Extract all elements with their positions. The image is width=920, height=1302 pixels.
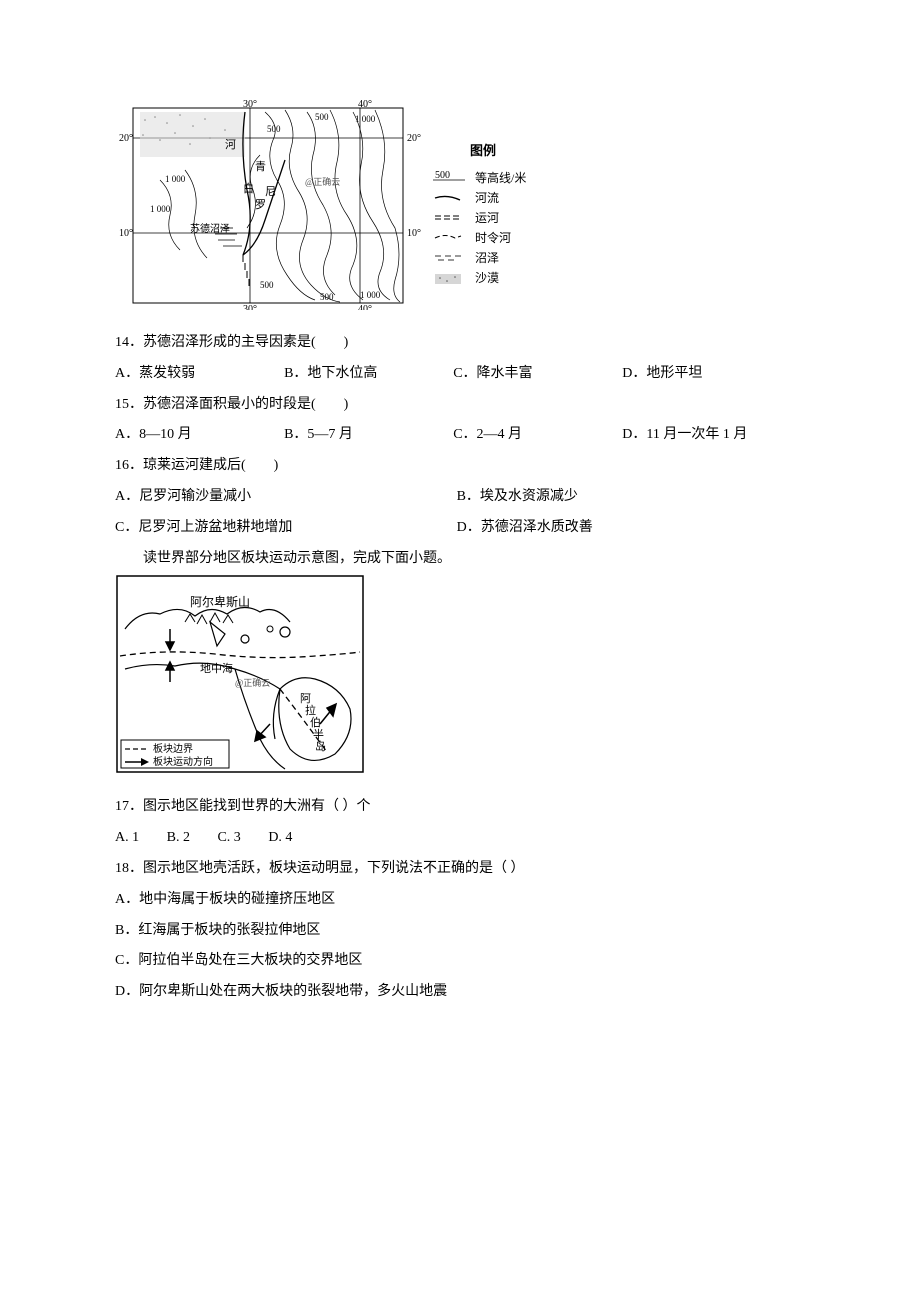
figure-1-svg: 30° 40° 30° 40° 20° 20° 10° 10°: [115, 100, 555, 310]
svg-text:岛: 岛: [315, 739, 326, 753]
svg-text:30°: 30°: [243, 304, 257, 310]
svg-text:苏德沼泽: 苏德沼泽: [190, 222, 230, 235]
svg-text:伯: 伯: [310, 715, 321, 729]
q14-opt-c: C．降水丰富: [453, 359, 619, 390]
svg-text:图例: 图例: [470, 143, 496, 158]
q18-prompt: 18．图示地区地壳活跃，板块运动明显，下列说法不正确的是（ ）: [115, 854, 805, 885]
q16-prompt: 16．琼莱运河建成后( ): [115, 451, 805, 482]
q15-options: A．8—10 月 B．5—7 月 C．2—4 月 D．11 月一次年 1 月: [115, 420, 805, 451]
svg-text:青: 青: [255, 160, 266, 173]
svg-text:1 000: 1 000: [165, 174, 186, 184]
q15-opt-b: B．5—7 月: [284, 420, 450, 451]
svg-text:半: 半: [313, 727, 324, 741]
q16-opt-b: B．埃及水资源减少: [457, 482, 795, 513]
svg-text:500: 500: [260, 280, 274, 290]
svg-text:1 000: 1 000: [355, 114, 376, 124]
q18-opt-a: A．地中海属于板块的碰撞挤压地区: [115, 885, 805, 916]
exam-page: 30° 40° 30° 40° 20° 20° 10° 10°: [0, 0, 920, 1058]
svg-text:40°: 40°: [358, 304, 372, 310]
q15-opt-c: C．2—4 月: [453, 420, 619, 451]
q14-prompt: 14．苏德沼泽形成的主导因素是( ): [115, 328, 805, 359]
q14-opt-d: D．地形平坦: [622, 359, 788, 390]
svg-text:运河: 运河: [475, 211, 499, 225]
q17-options: A. 1 B. 2 C. 3 D. 4: [115, 823, 805, 854]
q17-prompt: 17．图示地区能找到世界的大洲有（ ）个: [115, 792, 805, 823]
q16-opt-d: D．苏德沼泽水质改善: [457, 513, 795, 544]
q15-opt-a: A．8—10 月: [115, 420, 281, 451]
q17-opt-c: C. 3: [217, 830, 240, 845]
q18-opt-b: B．红海属于板块的张裂拉伸地区: [115, 916, 805, 947]
svg-text:河: 河: [225, 138, 236, 151]
q14-opt-b: B．地下水位高: [284, 359, 450, 390]
svg-text:500: 500: [267, 124, 281, 134]
q16-opt-a: A．尼罗河输沙量减小: [115, 482, 453, 513]
svg-text:尼: 尼: [265, 185, 276, 198]
figure-2-svg: 阿尔卑斯山 地中海 @正确云 阿 拉 伯 半 岛 板块边界 板块运动方向: [115, 574, 365, 774]
q18-opt-d: D．阿尔卑斯山处在两大板块的张裂地带，多火山地震: [115, 977, 805, 1008]
svg-text:河流: 河流: [475, 191, 499, 205]
figure-1: 30° 40° 30° 40° 20° 20° 10° 10°: [115, 100, 805, 310]
svg-text:沼泽: 沼泽: [475, 251, 499, 265]
svg-text:阿: 阿: [300, 692, 311, 705]
svg-text:10°: 10°: [119, 228, 133, 239]
svg-text:沙漠: 沙漠: [475, 271, 499, 285]
intro-text: 读世界部分地区板块运动示意图，完成下面小题。: [115, 544, 805, 575]
svg-text:1 000: 1 000: [150, 204, 171, 214]
svg-text:@正确云: @正确云: [305, 176, 340, 187]
q17-opt-d: D. 4: [268, 830, 292, 845]
svg-text:阿尔卑斯山: 阿尔卑斯山: [190, 594, 250, 609]
svg-text:板块运动方向: 板块运动方向: [153, 755, 213, 768]
q14-options: A．蒸发较弱 B．地下水位高 C．降水丰富 D．地形平坦: [115, 359, 805, 390]
q14-opt-a: A．蒸发较弱: [115, 359, 281, 390]
svg-text:500: 500: [320, 292, 334, 302]
svg-text:罗: 罗: [255, 198, 266, 211]
svg-text:白: 白: [243, 181, 254, 195]
svg-text:板块边界: 板块边界: [153, 742, 193, 755]
q18-opt-c: C．阿拉伯半岛处在三大板块的交界地区: [115, 946, 805, 977]
svg-text:等高线/米: 等高线/米: [475, 170, 526, 185]
figure-2: 阿尔卑斯山 地中海 @正确云 阿 拉 伯 半 岛 板块边界 板块运动方向: [115, 574, 805, 774]
svg-text:时令河: 时令河: [475, 230, 511, 245]
q15-opt-d: D．11 月一次年 1 月: [622, 420, 788, 451]
q15-prompt: 15．苏德沼泽面积最小的时段是( ): [115, 390, 805, 421]
svg-text:1 000: 1 000: [360, 290, 381, 300]
svg-text:500: 500: [435, 170, 450, 181]
q17-opt-a: A. 1: [115, 830, 139, 845]
svg-text:20°: 20°: [119, 133, 133, 144]
svg-text:10°: 10°: [407, 228, 421, 239]
q16-options-row1: A．尼罗河输沙量减小 B．埃及水资源减少: [115, 482, 805, 513]
svg-text:500: 500: [315, 112, 329, 122]
q16-opt-c: C．尼罗河上游盆地耕地增加: [115, 513, 453, 544]
svg-text:40°: 40°: [358, 100, 372, 110]
svg-text:@正确云: @正确云: [235, 677, 270, 688]
svg-text:地中海: 地中海: [200, 661, 233, 675]
svg-text:30°: 30°: [243, 100, 257, 110]
q17-opt-b: B. 2: [167, 830, 190, 845]
svg-text:20°: 20°: [407, 133, 421, 144]
q16-options-row2: C．尼罗河上游盆地耕地增加 D．苏德沼泽水质改善: [115, 513, 805, 544]
svg-text:拉: 拉: [305, 703, 316, 717]
